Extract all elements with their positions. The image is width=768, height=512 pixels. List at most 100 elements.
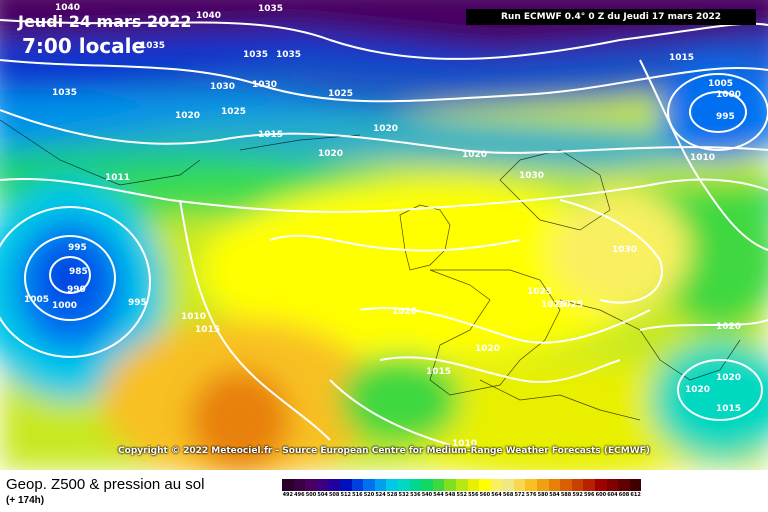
color-legend xyxy=(282,479,642,491)
isobar-label: 1025 xyxy=(541,300,566,310)
legend-swatch xyxy=(316,479,329,491)
isobar-label: 1020 xyxy=(685,385,710,395)
legend-swatch xyxy=(560,479,572,491)
isobar-label: 1000 xyxy=(716,90,741,100)
legend-swatch xyxy=(525,479,538,491)
legend-value: 560 xyxy=(479,492,491,498)
isobar-label: 1015 xyxy=(426,367,451,377)
legend-swatch xyxy=(479,479,491,491)
legend-swatch xyxy=(455,479,468,491)
legend-swatch xyxy=(467,479,480,491)
isobar-label: 1035 xyxy=(243,50,268,60)
isobar-label: 1020 xyxy=(462,150,487,160)
legend-value: 520 xyxy=(363,492,375,498)
legend-swatch xyxy=(363,479,375,491)
isobar-label: 1030 xyxy=(612,245,637,255)
isobar-label: 1015 xyxy=(195,325,220,335)
legend-value: 568 xyxy=(502,492,514,498)
forecast-lead-time: (+ 174h) xyxy=(6,495,45,506)
legend-value: 604 xyxy=(607,492,618,498)
isobar-label: 1020 xyxy=(175,111,200,121)
legend-value: 564 xyxy=(491,492,502,498)
legend-swatch xyxy=(571,479,584,491)
legend-value: 580 xyxy=(537,492,549,498)
legend-swatch xyxy=(490,479,503,491)
isobar-label: 995 xyxy=(128,298,147,308)
legend-swatch xyxy=(282,479,294,491)
legend-value: 592 xyxy=(572,492,583,498)
run-info: Run ECMWF 0.4° 0 Z du Jeudi 17 mars 2022 xyxy=(466,9,756,25)
isobar-label: 1035 xyxy=(52,88,77,98)
legend-value: 600 xyxy=(595,492,607,498)
isobar-label: 1020 xyxy=(318,149,343,159)
isobar-label: 1020 xyxy=(716,373,741,383)
isobar-label: 1020 xyxy=(373,124,398,134)
isobar-label: 1040 xyxy=(55,3,80,13)
legend-swatch xyxy=(386,479,398,491)
legend-value: 596 xyxy=(584,492,595,498)
legend-swatch xyxy=(444,479,456,491)
isobar-label: 1015 xyxy=(669,53,694,63)
color-field xyxy=(0,0,768,470)
legend-value: 504 xyxy=(317,492,328,498)
legend-value: 544 xyxy=(433,492,444,498)
legend-swatch xyxy=(351,479,364,491)
legend-value: 540 xyxy=(421,492,433,498)
legend-value: 528 xyxy=(386,492,398,498)
legend-swatch xyxy=(432,479,445,491)
isobar-label: 1035 xyxy=(140,41,165,51)
isobar-label: 1000 xyxy=(52,301,77,311)
isobar-label: 1025 xyxy=(558,300,583,310)
legend-value: 584 xyxy=(549,492,560,498)
legend-swatch xyxy=(537,479,549,491)
legend-swatch xyxy=(339,479,352,491)
isobar-label: 1020 xyxy=(475,344,500,354)
footer: Geop. Z500 & pression au sol (+ 174h) xyxy=(0,470,768,512)
isobar-label: 1015 xyxy=(258,130,283,140)
legend-swatch xyxy=(293,479,306,491)
legend-value: 516 xyxy=(352,492,363,498)
legend-swatch xyxy=(513,479,526,491)
legend-value: 612 xyxy=(630,492,641,498)
isobar-label: 1020 xyxy=(716,322,741,332)
legend-swatch xyxy=(548,479,561,491)
legend-value: 496 xyxy=(294,492,305,498)
legend-value: 512 xyxy=(340,492,351,498)
isobar-label: 1011 xyxy=(105,173,130,183)
legend-swatch xyxy=(618,479,630,491)
isobar-label: 1015 xyxy=(716,404,741,414)
legend-value: 588 xyxy=(560,492,572,498)
isobar-label: 995 xyxy=(68,243,87,253)
legend-value: 532 xyxy=(398,492,409,498)
legend-value: 524 xyxy=(375,492,386,498)
legend-swatch xyxy=(595,479,607,491)
isobar-label: 1020 xyxy=(392,307,417,317)
color-legend-labels: 492 496 500 504 508 512 516 520 524 528 532 536 540 5… xyxy=(282,492,641,498)
copyright-notice: Copyright © 2022 Meteociel.fr - Source E… xyxy=(118,446,650,456)
isobar-label: 1030 xyxy=(252,80,277,90)
isobar-label: 1010 xyxy=(690,153,715,163)
isobar-label: 1005 xyxy=(708,79,733,89)
legend-value: 500 xyxy=(305,492,317,498)
legend-swatch xyxy=(397,479,410,491)
isobar-label: 995 xyxy=(716,112,735,122)
isobar-label: 1025 xyxy=(527,287,552,297)
legend-value: 572 xyxy=(514,492,525,498)
isobar-label: 1030 xyxy=(519,171,544,181)
map-title: Geop. Z500 & pression au sol xyxy=(6,476,205,493)
geopotential-field: 1040 1035 1035 1040 1035 1035 1035 1030 1030 1025… xyxy=(0,0,768,470)
isobar-label: 1005 xyxy=(24,295,49,305)
legend-value: 556 xyxy=(468,492,479,498)
isobar-label: 1035 xyxy=(276,50,301,60)
legend-swatch xyxy=(305,479,317,491)
isobar-label: 1010 xyxy=(452,439,477,449)
isobar-label: 990 xyxy=(67,285,86,295)
legend-value: 552 xyxy=(456,492,467,498)
isobar-label: 1040 xyxy=(196,11,221,21)
forecast-time: 7:00 locale xyxy=(22,34,146,58)
isobar-label: 1025 xyxy=(221,107,246,117)
isobar-label: 1025 xyxy=(328,89,353,99)
legend-value: 576 xyxy=(526,492,537,498)
legend-swatch xyxy=(409,479,422,491)
isobar-label: 985 xyxy=(69,267,88,277)
